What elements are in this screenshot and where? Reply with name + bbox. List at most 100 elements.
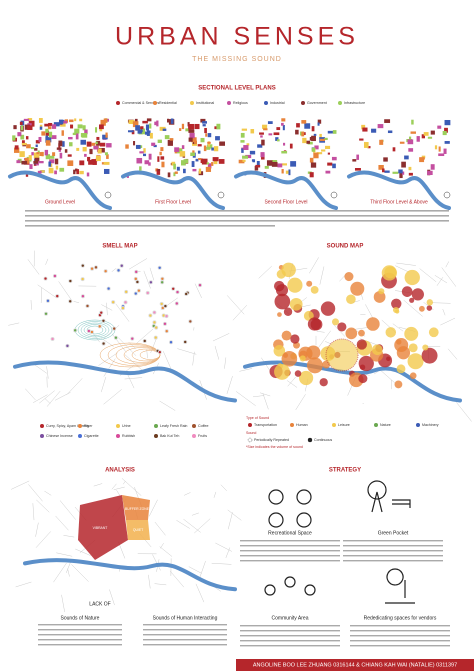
street	[365, 304, 374, 319]
sound-bubble	[307, 317, 322, 331]
sound-bubble	[290, 334, 300, 344]
sound-bubble	[346, 294, 356, 305]
smell-point	[157, 350, 162, 355]
text-line	[25, 225, 275, 227]
street	[15, 581, 32, 588]
building	[176, 148, 183, 154]
building	[157, 156, 160, 162]
level-label: Second Floor Level	[264, 199, 307, 205]
building	[430, 164, 435, 170]
street	[195, 583, 205, 603]
building	[72, 132, 77, 136]
building	[171, 161, 176, 166]
building	[443, 148, 447, 154]
street	[39, 390, 55, 404]
smell-point	[160, 280, 165, 285]
building	[260, 152, 265, 158]
building	[31, 147, 35, 150]
building	[69, 119, 74, 123]
building	[364, 142, 369, 148]
building	[91, 142, 96, 146]
smell-point	[136, 288, 141, 293]
street	[214, 346, 220, 360]
legend-swatch	[416, 423, 420, 427]
smell-point	[123, 300, 128, 305]
building	[268, 133, 273, 136]
building	[82, 147, 87, 152]
building	[98, 124, 104, 130]
building	[437, 125, 442, 129]
building	[311, 126, 315, 132]
smell-point	[120, 306, 125, 311]
street	[319, 266, 325, 285]
legend-label: Curry, Spicy, Ayam Goreng	[46, 424, 89, 428]
building	[313, 152, 319, 159]
smell-point	[80, 294, 85, 299]
building	[36, 152, 39, 155]
street	[103, 389, 122, 405]
building	[31, 152, 34, 156]
building	[367, 146, 371, 149]
building	[41, 131, 46, 136]
street	[35, 522, 39, 537]
sound-bubble	[371, 344, 383, 356]
smell-point	[90, 266, 95, 271]
building	[60, 122, 66, 127]
street	[232, 305, 248, 321]
building	[58, 148, 62, 152]
street	[152, 554, 161, 571]
north-arrow	[330, 191, 338, 199]
building	[13, 147, 20, 153]
building	[327, 130, 333, 134]
legend-label: Industrial	[270, 101, 285, 105]
building	[319, 133, 322, 140]
building	[64, 149, 68, 153]
street	[154, 521, 166, 536]
street	[61, 594, 65, 613]
street	[396, 262, 416, 266]
building	[309, 157, 314, 163]
street	[34, 364, 47, 374]
street	[55, 515, 69, 531]
legend-label: Coffee	[198, 424, 209, 428]
building	[144, 160, 150, 165]
icon	[296, 512, 312, 528]
section-title: SMELL MAP	[102, 244, 137, 250]
building	[371, 128, 377, 133]
building	[419, 157, 425, 163]
building	[19, 121, 23, 125]
smell-point	[45, 298, 50, 303]
building	[332, 163, 336, 169]
legend-swatch	[116, 434, 120, 438]
sound-bubble	[396, 364, 406, 374]
building	[67, 154, 72, 157]
building	[74, 118, 77, 122]
street	[128, 258, 148, 270]
sound-bubble	[319, 378, 328, 387]
building	[86, 172, 90, 177]
smell-point	[55, 294, 60, 299]
legend-swatch	[192, 424, 196, 428]
building	[37, 150, 40, 154]
building	[421, 155, 426, 159]
building	[430, 130, 435, 135]
smell-contour	[83, 324, 107, 336]
building	[69, 142, 73, 147]
smell-point	[111, 300, 116, 305]
street	[66, 378, 83, 395]
street	[58, 281, 73, 302]
building	[218, 159, 225, 164]
street	[32, 394, 48, 403]
building	[434, 145, 438, 150]
building	[132, 121, 139, 128]
building	[408, 172, 413, 176]
street	[419, 268, 437, 283]
street	[148, 574, 151, 589]
legend-swatch	[116, 424, 120, 428]
building	[317, 119, 322, 124]
building	[188, 123, 194, 130]
sound-bubble	[306, 357, 323, 374]
legend-label: Commercial & Services	[122, 101, 160, 105]
icon	[304, 584, 316, 596]
street	[188, 566, 202, 574]
